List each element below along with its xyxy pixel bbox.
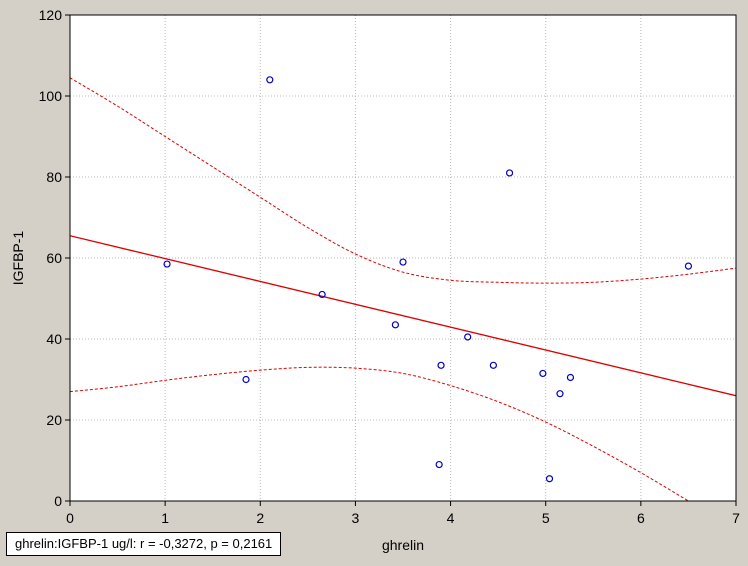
y-tick-label: 80 (46, 169, 62, 185)
correlation-annotation: ghrelin:IGFBP-1 ug/l: r = -0,3272, p = 0… (6, 532, 282, 556)
y-tick-label: 40 (46, 331, 62, 347)
data-point (435, 460, 443, 469)
confidence-upper-curve (70, 77, 736, 284)
x-tick-label: 7 (732, 510, 740, 526)
data-point (391, 321, 399, 329)
x-tick-label: 6 (637, 510, 645, 526)
data-point (437, 361, 445, 369)
y-tick-label: 0 (54, 493, 62, 509)
data-point (505, 169, 514, 177)
x-tick-label: 0 (66, 510, 74, 526)
data-point (266, 76, 274, 84)
y-tick-label: 120 (39, 7, 63, 23)
x-tick-label: 1 (161, 510, 169, 526)
grid-lines (70, 15, 736, 501)
y-tick-label: 100 (39, 88, 63, 104)
data-point (318, 290, 326, 299)
x-tick-label: 4 (447, 510, 455, 526)
data-point (399, 258, 407, 266)
x-tick-label: 5 (542, 510, 550, 526)
regression-layer (70, 235, 736, 397)
data-point (556, 390, 564, 398)
x-axis-title: ghrelin (382, 537, 424, 553)
data-point (545, 475, 554, 483)
confidence-band (70, 77, 736, 501)
x-axis-ticks: 0 1 2 3 4 5 6 7 (66, 501, 740, 526)
y-axis-title: IGFBP-1 (10, 231, 26, 286)
data-point (464, 333, 472, 341)
y-tick-label: 60 (46, 250, 62, 266)
confidence-lower-curve (70, 366, 690, 501)
y-axis-ticks: 0 20 40 60 80 100 120 (39, 7, 70, 509)
x-tick-label: 2 (256, 510, 264, 526)
data-point (566, 373, 575, 382)
regression-line (70, 235, 736, 397)
x-tick-label: 3 (352, 510, 360, 526)
data-points (163, 76, 693, 483)
data-point (684, 262, 693, 270)
data-point (163, 260, 171, 268)
data-point (539, 369, 547, 378)
data-point (242, 375, 250, 384)
y-tick-label: 20 (46, 412, 62, 428)
data-point (489, 361, 497, 369)
